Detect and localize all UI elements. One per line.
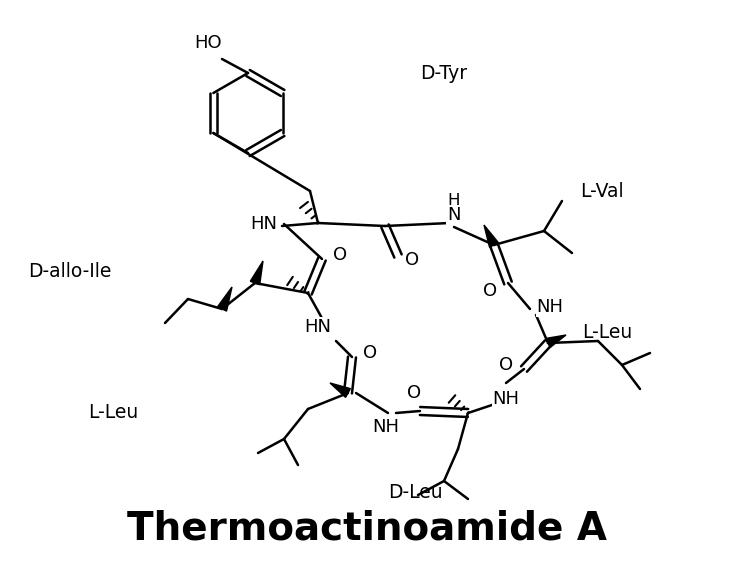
Text: O: O bbox=[483, 282, 497, 300]
Text: D-Tyr: D-Tyr bbox=[420, 63, 467, 82]
Text: HN: HN bbox=[304, 318, 331, 336]
Text: D-allo-Ile: D-allo-Ile bbox=[28, 261, 112, 280]
Text: N: N bbox=[448, 206, 461, 224]
Text: Thermoactinoamide A: Thermoactinoamide A bbox=[127, 510, 607, 548]
Text: O: O bbox=[333, 246, 347, 264]
Polygon shape bbox=[330, 383, 351, 397]
Text: O: O bbox=[405, 251, 419, 269]
Polygon shape bbox=[218, 287, 232, 311]
Text: NH: NH bbox=[537, 298, 564, 316]
Text: HN: HN bbox=[251, 215, 278, 233]
Text: NH: NH bbox=[492, 390, 520, 408]
Polygon shape bbox=[484, 225, 498, 247]
Text: L-Leu: L-Leu bbox=[88, 403, 138, 422]
Text: L-Leu: L-Leu bbox=[582, 324, 632, 343]
Text: NH: NH bbox=[373, 418, 400, 436]
Text: D-Leu: D-Leu bbox=[388, 484, 442, 503]
Text: L-Val: L-Val bbox=[580, 182, 623, 200]
Polygon shape bbox=[251, 261, 263, 285]
Text: O: O bbox=[363, 344, 377, 362]
Text: O: O bbox=[407, 384, 421, 402]
Text: HO: HO bbox=[194, 34, 222, 52]
Polygon shape bbox=[546, 335, 566, 348]
Text: H: H bbox=[448, 192, 460, 210]
Text: O: O bbox=[499, 356, 513, 374]
